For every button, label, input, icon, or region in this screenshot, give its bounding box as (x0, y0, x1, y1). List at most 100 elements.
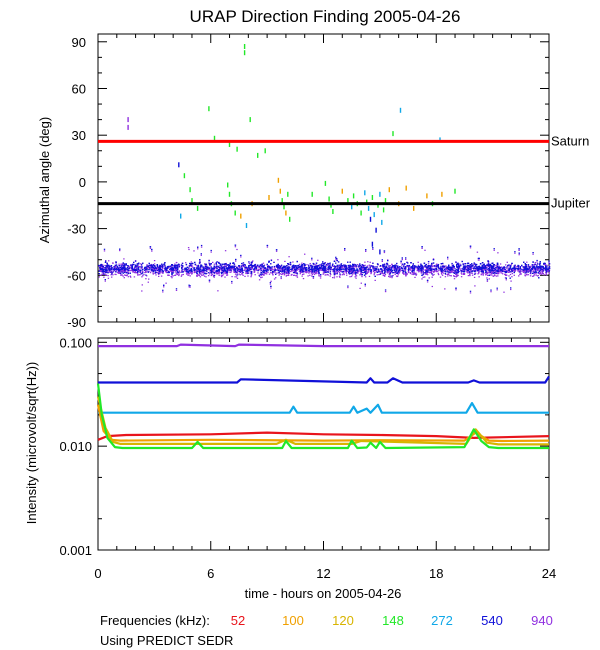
band-point (300, 266, 302, 268)
band-point (360, 265, 363, 267)
band-point (464, 267, 466, 269)
band-point (442, 262, 444, 264)
band-point (539, 273, 542, 275)
band-point (198, 270, 201, 273)
band-point (438, 269, 440, 271)
band-point (389, 275, 392, 277)
band-point (389, 273, 391, 275)
band-point (277, 264, 279, 266)
band-point (431, 285, 433, 288)
band-point (327, 263, 329, 265)
band-point (345, 269, 347, 271)
band-point (201, 269, 204, 271)
band-point (181, 268, 183, 270)
band-point (398, 266, 400, 268)
band-point (399, 267, 401, 269)
band-point (530, 271, 532, 273)
band-point (479, 269, 481, 271)
band-point (283, 273, 286, 275)
band-point (473, 262, 475, 264)
band-point (463, 273, 465, 275)
band-point (479, 267, 481, 269)
band-point (213, 263, 216, 265)
band-point (519, 266, 521, 268)
band-point (287, 270, 290, 272)
band-point (514, 266, 516, 269)
band-point (491, 266, 493, 268)
band-point (463, 273, 466, 275)
band-point (524, 272, 527, 274)
band-point (401, 267, 403, 269)
band-point (469, 290, 472, 292)
band-point (518, 248, 520, 250)
band-point (367, 270, 369, 272)
band-point (121, 263, 123, 265)
band-point (320, 267, 322, 270)
band-point (406, 265, 408, 267)
band-point (212, 271, 214, 273)
band-point (368, 275, 371, 277)
band-point (410, 269, 412, 271)
band-point (397, 274, 399, 276)
band-point (176, 266, 178, 268)
band-point (514, 268, 517, 270)
band-point (463, 270, 466, 272)
band-point (322, 267, 324, 269)
band-point (151, 265, 153, 267)
band-point (202, 267, 204, 269)
band-point (322, 268, 324, 271)
band-point (545, 265, 547, 267)
band-point (357, 270, 359, 272)
band-point (379, 268, 382, 270)
band-point (234, 271, 236, 273)
band-point (192, 266, 194, 268)
band-point (103, 276, 105, 278)
band-point (538, 277, 540, 279)
band-point (242, 265, 245, 267)
band-point (460, 268, 462, 270)
band-point (218, 262, 220, 264)
band-point (318, 272, 320, 274)
band-point (314, 272, 316, 274)
band-point (232, 268, 234, 270)
band-point (121, 268, 123, 270)
band-point (460, 264, 462, 266)
band-point (289, 268, 291, 270)
band-point (382, 274, 384, 277)
band-point (539, 266, 542, 268)
band-point (263, 273, 265, 276)
band-point (228, 264, 230, 266)
band-point (148, 264, 151, 266)
band-point (548, 263, 551, 265)
band-point (168, 274, 170, 276)
band-point (212, 270, 214, 272)
band-point (187, 271, 190, 273)
band-point (231, 282, 233, 284)
band-point (441, 273, 443, 275)
band-point (131, 268, 133, 270)
band-point (332, 270, 334, 272)
band-point (303, 263, 305, 265)
band-point (301, 273, 304, 275)
band-point (202, 266, 204, 268)
band-point (540, 273, 543, 275)
band-point (200, 270, 202, 273)
band-point (506, 261, 508, 263)
band-point (493, 268, 495, 270)
band-point (336, 264, 338, 266)
band-point (177, 271, 179, 274)
band-point (175, 273, 177, 275)
band-point (213, 272, 215, 275)
band-point (169, 266, 171, 268)
band-point (420, 263, 422, 265)
band-point (287, 263, 290, 265)
band-point (435, 264, 437, 266)
band-point (178, 270, 181, 272)
band-point (292, 272, 295, 274)
band-point (503, 291, 505, 293)
band-point (324, 269, 326, 271)
band-point (474, 269, 476, 271)
band-point (372, 265, 374, 267)
band-point (374, 271, 376, 273)
band-point (272, 273, 274, 275)
